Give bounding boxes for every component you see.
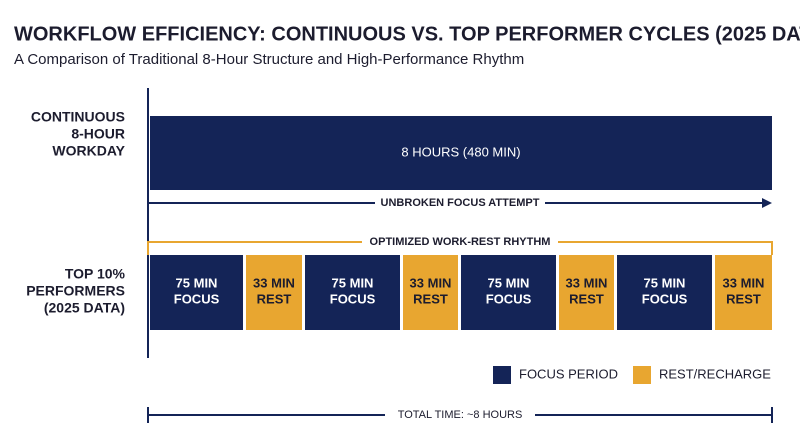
row-label: 8-HOUR [71, 126, 125, 142]
rest-segment [715, 255, 772, 330]
continuous-bar [150, 116, 772, 190]
label-bg [375, 195, 545, 211]
segment-label: REST [413, 291, 448, 306]
legend-label: FOCUS PERIOD [519, 366, 618, 381]
focus-segment [461, 255, 556, 330]
segment-label: REST [257, 291, 292, 306]
legend-swatch [633, 366, 651, 384]
row-label: TOP 10% [65, 266, 126, 282]
segment-label: 33 MIN [410, 275, 452, 290]
segment-label: FOCUS [174, 291, 220, 306]
rest-segment [559, 255, 614, 330]
segment-label: 75 MIN [644, 275, 686, 290]
segment-label: 33 MIN [253, 275, 295, 290]
title: WORKFLOW EFFICIENCY: CONTINUOUS VS. TOP … [14, 23, 800, 45]
segment-label: 33 MIN [566, 275, 608, 290]
segment-label: 75 MIN [488, 275, 530, 290]
annotation: OPTIMIZED WORK-REST RHYTHM [370, 236, 551, 248]
row-label: PERFORMERS [26, 283, 125, 299]
subtitle: A Comparison of Traditional 8-Hour Struc… [14, 51, 524, 68]
focus-segment [305, 255, 400, 330]
row-label: CONTINUOUS [31, 109, 125, 125]
label-bg [385, 407, 535, 423]
segment-label: FOCUS [330, 291, 376, 306]
legend-swatch [493, 366, 511, 384]
segment-label: 75 MIN [176, 275, 218, 290]
label-bg [362, 234, 558, 250]
arrow-head [762, 198, 772, 208]
segment-label: REST [726, 291, 761, 306]
footer: TOTAL TIME: ~8 HOURS [398, 409, 523, 421]
annotation: UNBROKEN FOCUS ATTEMPT [381, 197, 540, 209]
segment-label: 33 MIN [723, 275, 765, 290]
rest-segment [246, 255, 302, 330]
focus-segment [150, 255, 243, 330]
rest-segment [403, 255, 458, 330]
focus-segment [617, 255, 712, 330]
row-label: WORKDAY [52, 143, 125, 159]
segment-label: FOCUS [642, 291, 688, 306]
bar-label: 8 HOURS (480 MIN) [401, 144, 520, 159]
segment-label: REST [569, 291, 604, 306]
legend-label: REST/RECHARGE [659, 366, 771, 381]
segment-label: FOCUS [486, 291, 532, 306]
segment-label: 75 MIN [332, 275, 374, 290]
row-label: (2025 DATA) [44, 300, 125, 316]
